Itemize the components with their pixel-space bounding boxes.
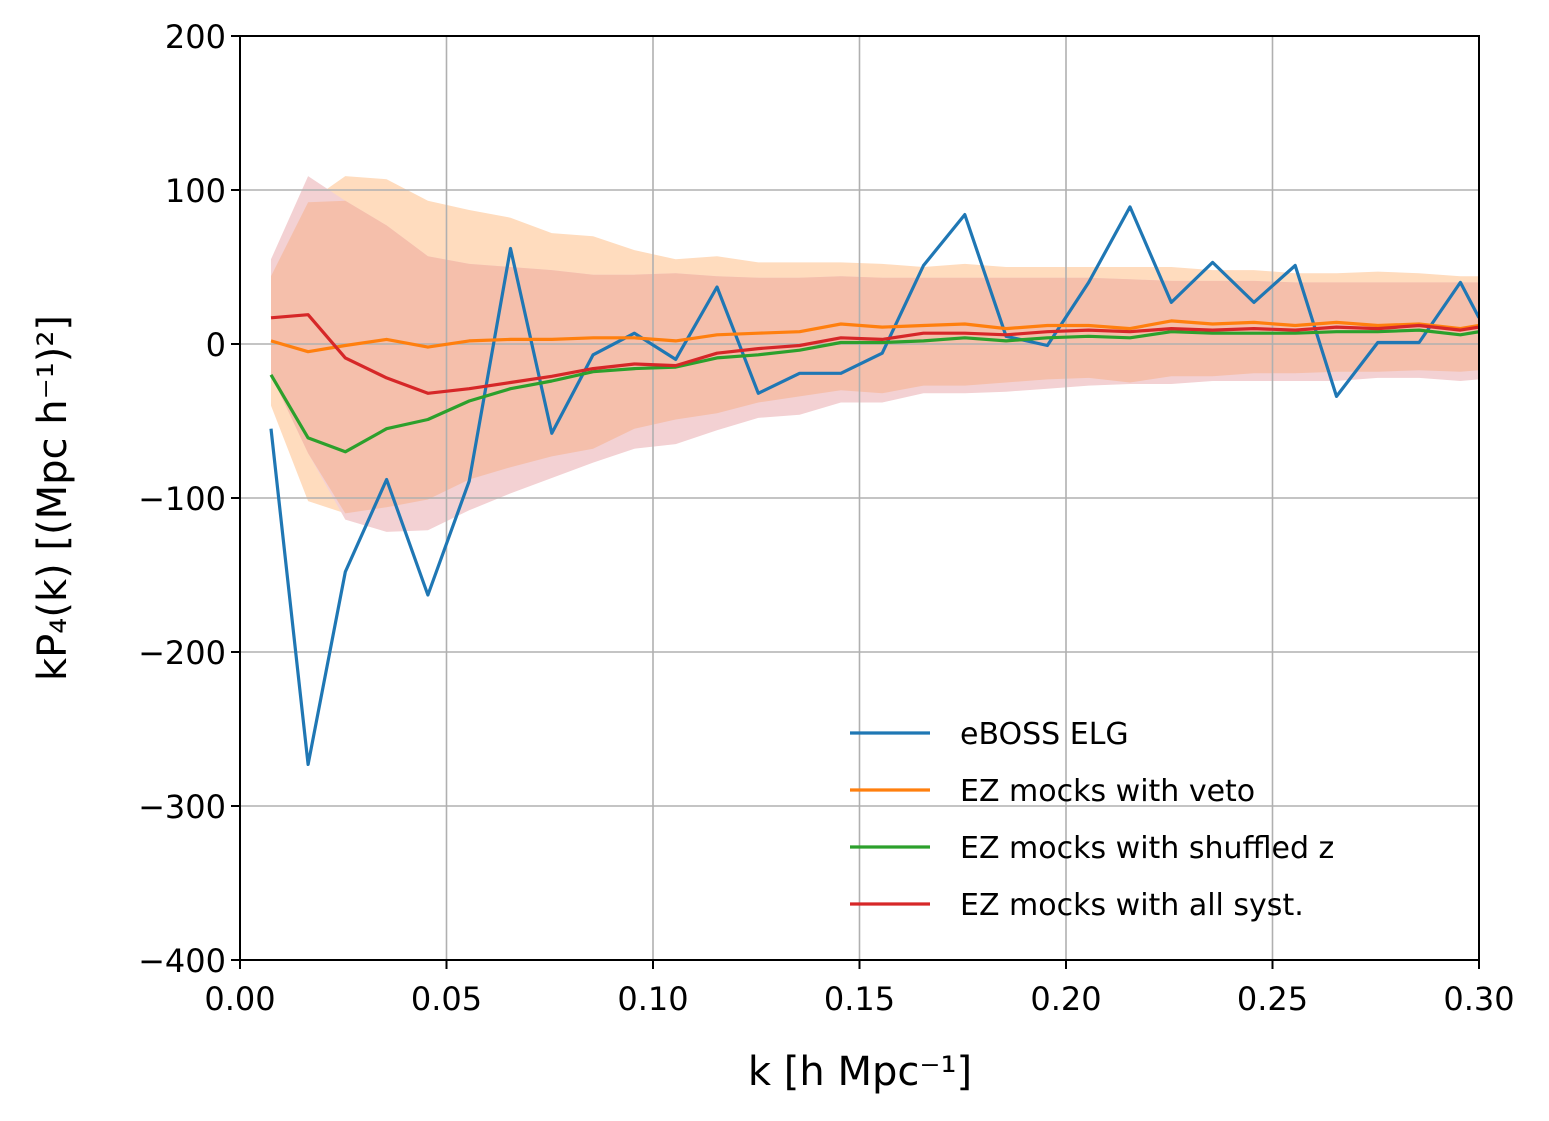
series-line-1 [270, 319, 1479, 354]
legend-label-3: EZ mocks with all syst. [960, 888, 1304, 923]
legend: eBOSS ELG EZ mocks with veto EZ mocks with… [850, 717, 1334, 923]
y-tick-label: 100 [165, 172, 226, 210]
y-axis-label: kP₄(k) [(Mpc h⁻¹)²] [30, 315, 76, 681]
y-tick-label: −300 [138, 788, 226, 826]
x-axis-ticks: 0.00 0.05 0.10 0.15 0.20 0.25 0.30 [204, 960, 1515, 1018]
y-axis-ticks: −400 −300 −200 −100 0 100 200 [138, 18, 240, 980]
series-lines [269, 205, 1479, 767]
x-tick-label: 0.05 [411, 980, 482, 1018]
legend-label-1: EZ mocks with veto [960, 774, 1255, 809]
y-tick-label: −400 [138, 942, 226, 980]
y-tick-label: 200 [165, 18, 226, 56]
legend-label-0: eBOSS ELG [960, 717, 1129, 752]
y-tick-label: 0 [206, 326, 226, 364]
x-axis-label: k [h Mpc⁻¹] [748, 1049, 972, 1095]
x-tick-label: 0.30 [1443, 980, 1514, 1018]
y-tick-label: −200 [138, 634, 226, 672]
x-tick-label: 0.15 [824, 980, 895, 1018]
x-tick-label: 0.25 [1237, 980, 1308, 1018]
legend-label-2: EZ mocks with shuffled z [960, 831, 1334, 866]
series-line-2 [269, 328, 1479, 454]
x-tick-label: 0.20 [1030, 980, 1101, 1018]
x-tick-label: 0.00 [204, 980, 275, 1018]
x-tick-label: 0.10 [617, 980, 688, 1018]
y-tick-label: −100 [138, 480, 226, 518]
series-line-3 [270, 313, 1479, 395]
series-line-0 [269, 205, 1479, 767]
